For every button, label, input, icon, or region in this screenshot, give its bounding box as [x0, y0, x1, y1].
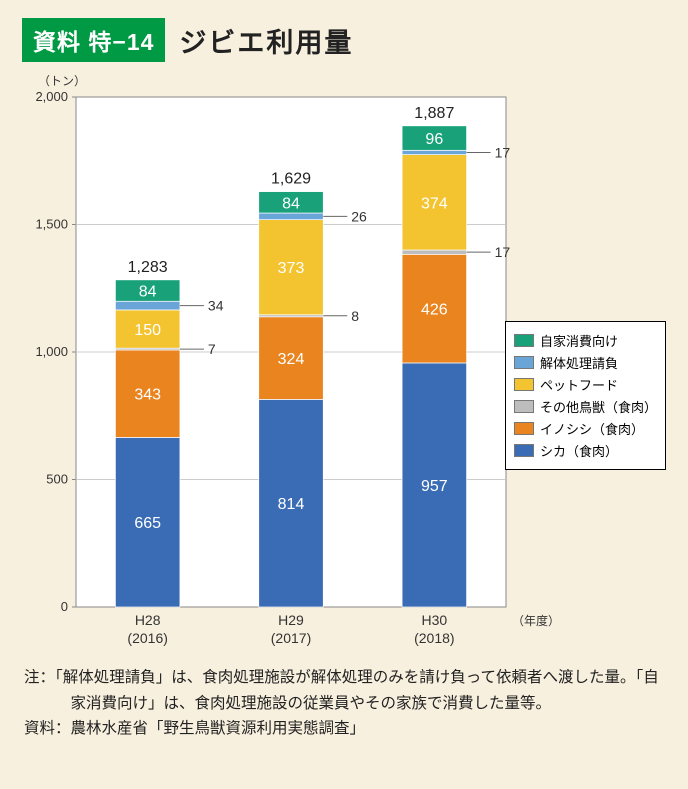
- bar-seg-kaitai: [402, 150, 467, 154]
- bar-total: 1,887: [414, 105, 454, 122]
- legend-label: ペットフード: [540, 375, 618, 394]
- seg-value-inbar: 343: [134, 387, 161, 404]
- x-cat-label: H28: [135, 612, 161, 628]
- y-tick-label: 0: [61, 599, 68, 614]
- x-cat-label: H30: [421, 612, 447, 628]
- legend-item-other: その他鳥獣（食肉）: [514, 397, 657, 416]
- seg-value-inbar: 426: [421, 302, 448, 319]
- seg-value-inbar: 84: [282, 195, 300, 212]
- seg-value-inbar: 957: [421, 478, 448, 495]
- x-cat-sublabel: (2018): [414, 630, 454, 646]
- legend-swatch: [514, 334, 534, 347]
- seg-value-inbar: 324: [278, 351, 305, 368]
- x-cat-sublabel: (2016): [127, 630, 167, 646]
- legend-swatch: [514, 356, 534, 369]
- legend-label: 自家消費向け: [540, 331, 618, 350]
- legend-label: その他鳥獣（食肉）: [540, 397, 657, 416]
- seg-value-inbar: 84: [139, 284, 157, 301]
- x-axis-unit: （年度）: [512, 613, 560, 628]
- bar-total: 1,629: [271, 171, 311, 188]
- seg-value-callout: 7: [208, 341, 216, 357]
- legend-label: シカ（食肉）: [540, 441, 618, 460]
- legend-item-pet: ペットフード: [514, 375, 657, 394]
- bar-seg-other: [402, 250, 467, 254]
- legend: 自家消費向け解体処理請負ペットフードその他鳥獣（食肉） イノシシ（食肉） シカ（食肉…: [505, 321, 666, 470]
- note-line: 注：「解体処理請負」は、食肉処理施設が解体処理のみを請け負って依頼者へ渡した量。…: [24, 665, 666, 716]
- seg-value-inbar: 814: [278, 496, 305, 513]
- legend-item-kaitai: 解体処理請負: [514, 353, 657, 372]
- x-cat-label: H29: [278, 612, 304, 628]
- seg-value-callout: 8: [351, 308, 359, 324]
- seg-value-inbar: 373: [278, 260, 305, 277]
- bar-total: 1,283: [128, 259, 168, 276]
- seg-value-callout: 17: [495, 244, 511, 260]
- source-line: 資料：農林水産省「野生鳥獣資源利用実態調査」: [24, 716, 666, 742]
- bar-seg-kaitai: [259, 213, 324, 220]
- figure-badge: 資料 特−14: [22, 18, 165, 62]
- y-unit-label: （トン）: [38, 72, 666, 89]
- seg-value-inbar: 665: [134, 515, 161, 532]
- y-tick-label: 500: [46, 472, 68, 487]
- bar-seg-kaitai: [115, 301, 179, 310]
- seg-value-inbar: 150: [134, 322, 161, 339]
- figure-title: ジビエ利用量: [179, 21, 353, 60]
- seg-value-inbar: 374: [421, 195, 448, 212]
- legend-label: 解体処理請負: [540, 353, 618, 372]
- legend-label: イノシシ（食肉）: [540, 419, 644, 438]
- notes-block: 注：「解体処理請負」は、食肉処理施設が解体処理のみを請け負って依頼者へ渡した量。…: [22, 665, 666, 742]
- legend-item-inoshishi: イノシシ（食肉）: [514, 419, 657, 438]
- seg-value-callout: 34: [208, 298, 224, 314]
- legend-item-jika: 自家消費向け: [514, 331, 657, 350]
- legend-item-shika: シカ（食肉）: [514, 441, 657, 460]
- legend-swatch: [514, 400, 534, 413]
- y-tick-label: 1,000: [35, 344, 68, 359]
- seg-value-inbar: 96: [425, 131, 443, 148]
- y-tick-label: 2,000: [35, 91, 68, 104]
- y-tick-label: 1,500: [35, 217, 68, 232]
- legend-swatch: [514, 422, 534, 435]
- header-bar: 資料 特−14 ジビエ利用量: [22, 18, 666, 62]
- seg-value-callout: 26: [351, 208, 367, 224]
- legend-swatch: [514, 444, 534, 457]
- legend-swatch: [514, 378, 534, 391]
- seg-value-callout: 17: [495, 144, 511, 160]
- x-cat-sublabel: (2017): [271, 630, 311, 646]
- chart-area: 0 500 1,000 1,500 2,000 665 343 7 150 34 84 1,283 H2…: [22, 91, 666, 651]
